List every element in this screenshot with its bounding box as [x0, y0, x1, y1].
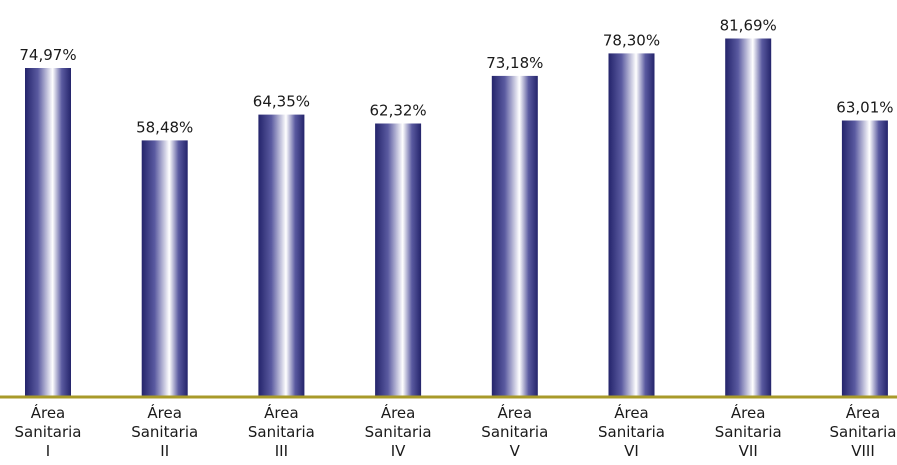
- data-label-4: 62,32%: [369, 102, 426, 120]
- category-label-3: Área Sanitaria III: [248, 403, 315, 460]
- data-label-3: 64,35%: [253, 93, 310, 111]
- bar-7: [725, 38, 772, 397]
- category-labels-layer: Área Sanitaria I Área Sanitaria II Área Sanitar…: [15, 403, 897, 460]
- category-label-1: Área Sanitaria I: [15, 403, 82, 460]
- bar-4: [375, 123, 422, 397]
- category-label-2: Área Sanitaria II: [131, 403, 198, 460]
- data-label-6: 78,30%: [603, 31, 660, 49]
- data-label-1: 74,97%: [19, 46, 76, 64]
- bar-6: [608, 53, 655, 398]
- data-label-5: 73,18%: [486, 54, 543, 72]
- bar-5: [491, 75, 538, 398]
- bars-layer: [25, 38, 888, 398]
- data-label-2: 58,48%: [136, 118, 193, 136]
- bar-3: [258, 114, 305, 397]
- category-label-5: Área Sanitaria V: [481, 403, 548, 460]
- data-label-8: 63,01%: [836, 99, 893, 117]
- category-label-7: Área Sanitaria VII: [715, 403, 782, 460]
- data-labels-layer: 74,97% 58,48% 64,35% 62,32% 73,18% 78,30% 81,6…: [19, 17, 893, 137]
- data-label-7: 81,69%: [720, 17, 777, 35]
- category-label-8: Área Sanitaria VIII: [830, 403, 897, 460]
- bar-1: [25, 68, 71, 397]
- bar-8: [841, 120, 888, 397]
- bar-2: [141, 140, 188, 397]
- category-label-4: Área Sanitaria IV: [365, 403, 432, 460]
- category-label-6: Área Sanitaria VI: [598, 403, 665, 460]
